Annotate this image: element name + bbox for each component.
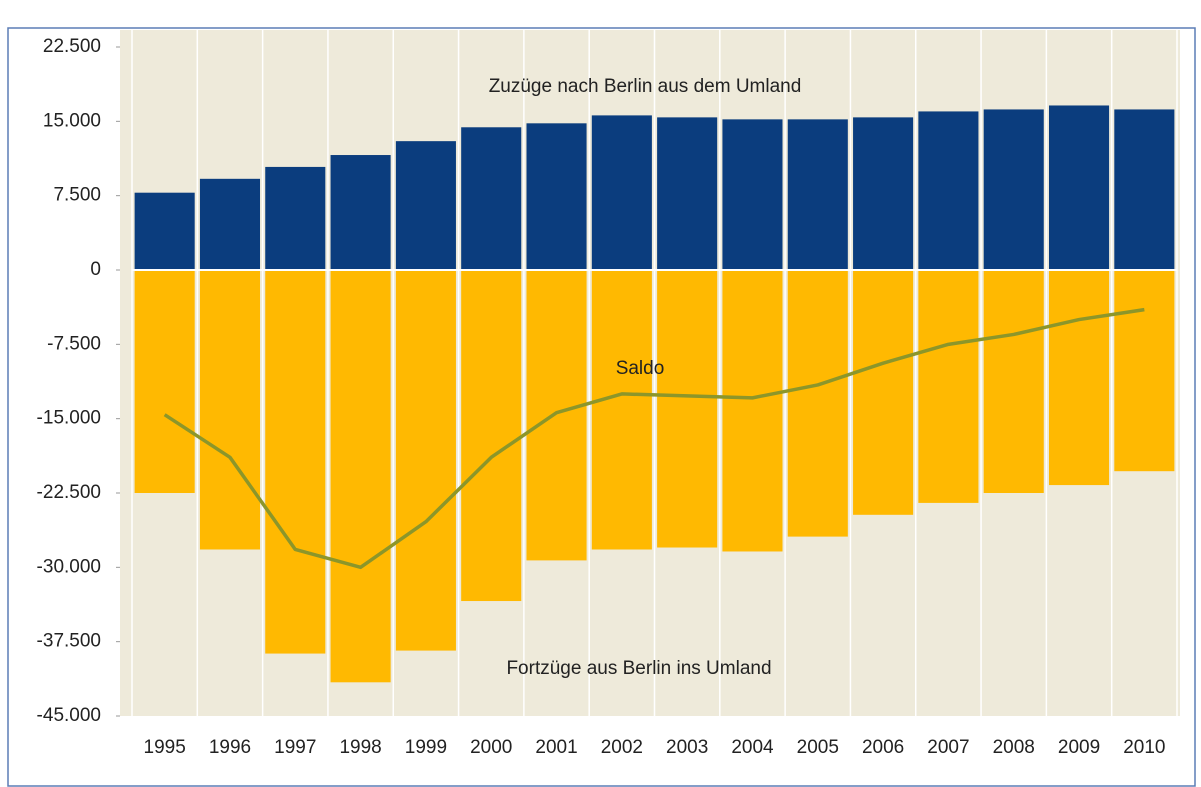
x-tick-label: 2008 bbox=[993, 737, 1035, 758]
x-tick-label: 2009 bbox=[1058, 737, 1100, 758]
series-label: Zuzüge nach Berlin aus dem Umland bbox=[489, 76, 802, 97]
bar bbox=[853, 117, 914, 270]
bar bbox=[330, 155, 391, 270]
bar bbox=[395, 141, 456, 270]
y-tick-label: -30.000 bbox=[37, 556, 101, 577]
bar bbox=[722, 270, 783, 552]
bar bbox=[657, 270, 718, 548]
x-tick-label: 1998 bbox=[339, 737, 381, 758]
bar bbox=[1114, 270, 1175, 472]
y-tick-label: 22.500 bbox=[43, 36, 101, 57]
bar bbox=[526, 270, 587, 561]
bar bbox=[918, 111, 979, 270]
bar bbox=[134, 192, 195, 270]
x-tick-label: 2003 bbox=[666, 737, 708, 758]
x-tick-label: 2004 bbox=[731, 737, 774, 758]
bar bbox=[199, 178, 261, 270]
bar bbox=[134, 270, 195, 493]
bar bbox=[918, 270, 979, 503]
bar bbox=[591, 270, 652, 550]
bar bbox=[983, 270, 1044, 493]
bar bbox=[461, 270, 522, 602]
bar bbox=[199, 270, 261, 550]
y-tick-label: 0 bbox=[90, 259, 101, 280]
y-tick-label: -37.500 bbox=[37, 631, 101, 652]
bar bbox=[787, 270, 848, 537]
x-tick-label: 1997 bbox=[274, 737, 316, 758]
y-tick-label: 15.000 bbox=[43, 110, 101, 131]
x-tick-label: 2007 bbox=[927, 737, 969, 758]
x-tick-label: 2002 bbox=[601, 737, 643, 758]
x-tick-label: 1995 bbox=[144, 737, 186, 758]
y-tick-label: -22.500 bbox=[37, 482, 101, 503]
x-tick-label: 1999 bbox=[405, 737, 447, 758]
bar bbox=[265, 166, 326, 270]
line bbox=[163, 307, 1145, 570]
x-tick-label: 2005 bbox=[797, 737, 839, 758]
bar bbox=[1114, 109, 1175, 270]
bar bbox=[330, 270, 391, 683]
bar bbox=[461, 127, 522, 270]
bar bbox=[853, 270, 914, 515]
bar bbox=[1048, 270, 1110, 486]
bar bbox=[395, 270, 456, 651]
y-tick-label: -45.000 bbox=[37, 705, 101, 726]
bar bbox=[526, 123, 587, 270]
bar bbox=[722, 119, 783, 271]
bar bbox=[657, 117, 718, 270]
x-tick-label: 2001 bbox=[535, 737, 577, 758]
y-tick-label: -7.500 bbox=[47, 333, 101, 354]
y-tick-label: -15.000 bbox=[37, 408, 101, 429]
bar bbox=[591, 115, 652, 271]
y-tick-label: 7.500 bbox=[53, 185, 101, 206]
bar bbox=[1048, 105, 1110, 270]
x-tick-label: 2000 bbox=[470, 737, 512, 758]
series-label: Saldo bbox=[616, 358, 665, 379]
x-tick-label: 2006 bbox=[862, 737, 904, 758]
series-label: Fortzüge aus Berlin ins Umland bbox=[506, 658, 771, 679]
bar bbox=[787, 119, 848, 271]
bar bbox=[983, 109, 1044, 270]
x-tick-label: 2010 bbox=[1123, 737, 1165, 758]
x-tick-label: 1996 bbox=[209, 737, 251, 758]
bar bbox=[265, 270, 326, 654]
